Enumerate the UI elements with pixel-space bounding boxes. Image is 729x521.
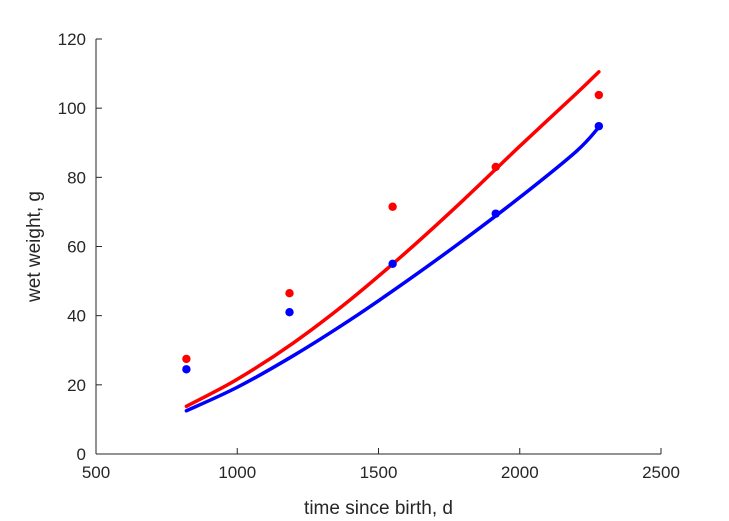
fit-line-series-1 bbox=[184, 70, 601, 409]
y-tick-label: 60 bbox=[67, 238, 86, 257]
data-point-series-1 bbox=[285, 288, 294, 298]
data-point-series-2 bbox=[182, 365, 191, 374]
data-point-series-2 bbox=[491, 209, 500, 218]
y-axis-label: wet weight, g bbox=[24, 191, 45, 303]
y-tick-label: 40 bbox=[67, 307, 86, 326]
x-tick-label: 1000 bbox=[218, 463, 256, 482]
data-point-series-2 bbox=[594, 121, 604, 131]
fit-line-series-2 bbox=[184, 125, 601, 413]
x-tick-label: 1500 bbox=[360, 463, 398, 482]
data-point-series-1 bbox=[491, 162, 500, 172]
y-tick-label: 100 bbox=[58, 99, 86, 118]
data-point-series-1 bbox=[182, 354, 191, 364]
x-axis-label: time since birth, d bbox=[304, 498, 453, 519]
y-tick-label: 0 bbox=[77, 445, 86, 464]
y-tick-label: 80 bbox=[67, 168, 86, 187]
data-point-series-2 bbox=[388, 259, 397, 268]
x-tick-label: 2000 bbox=[501, 463, 539, 482]
data-points bbox=[182, 90, 604, 374]
x-tick-label: 500 bbox=[82, 463, 110, 482]
x-tick-label: 2500 bbox=[642, 463, 680, 482]
y-tick-label: 120 bbox=[58, 30, 86, 49]
data-point-series-1 bbox=[594, 90, 604, 100]
data-point-series-2 bbox=[285, 308, 294, 317]
fit-lines bbox=[184, 70, 601, 413]
y-tick-label: 20 bbox=[67, 376, 86, 395]
axes: 500 1000 1500 2000 2500 0 20 40 60 80 100 120 bbox=[58, 30, 680, 482]
data-point-series-1 bbox=[388, 202, 397, 211]
